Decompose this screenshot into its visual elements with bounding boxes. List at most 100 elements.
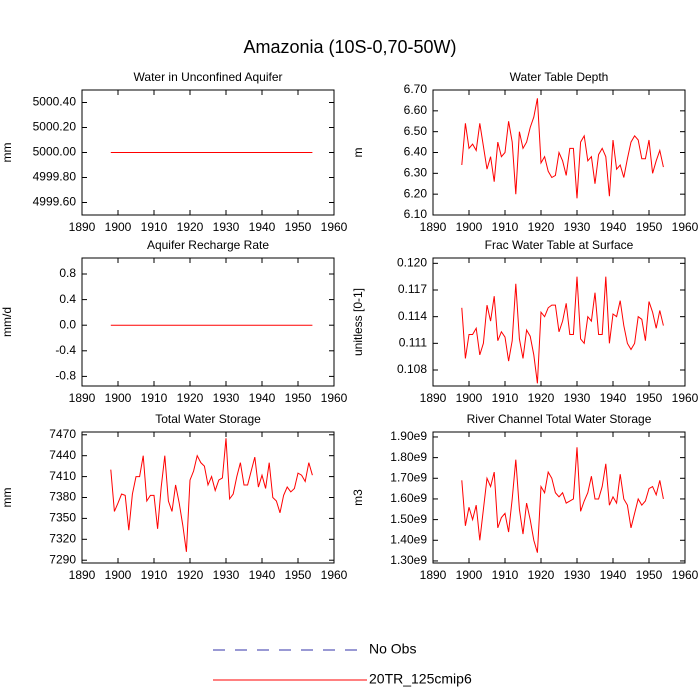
x-tick-label: 1950 (636, 391, 663, 405)
x-tick-label: 1920 (528, 568, 555, 582)
y-tick-label: 0.8 (59, 266, 76, 280)
x-tick-label: 1920 (528, 391, 555, 405)
y-axis-label: mm (0, 488, 14, 508)
x-tick-label: 1940 (249, 391, 276, 405)
x-tick-label: 1890 (420, 220, 447, 234)
x-tick-label: 1910 (492, 220, 519, 234)
x-tick-label: 1900 (105, 220, 132, 234)
y-tick-label: 7350 (49, 511, 76, 525)
y-axis-label: unitless [0-1] (351, 288, 365, 356)
data-line (461, 98, 664, 199)
x-tick-label: 1910 (141, 391, 168, 405)
x-tick-label: 1910 (492, 391, 519, 405)
x-tick-label: 1940 (600, 391, 627, 405)
y-axis-label: mm (0, 143, 14, 163)
panel-title: Total Water Storage (155, 412, 261, 426)
x-tick-label: 1930 (213, 220, 240, 234)
y-tick-label: 5000.00 (33, 145, 77, 159)
y-tick-label: 6.70 (404, 82, 428, 96)
x-tick-label: 1950 (285, 220, 312, 234)
plot-frame (432, 431, 686, 564)
x-tick-label: 1950 (285, 391, 312, 405)
x-tick-label: 1900 (456, 568, 483, 582)
x-tick-label: 1890 (69, 220, 96, 234)
panel-title: Aquifer Recharge Rate (147, 238, 269, 252)
x-tick-label: 1960 (672, 220, 699, 234)
y-tick-label: 7470 (49, 427, 76, 441)
x-tick-label: 1890 (420, 568, 447, 582)
y-tick-label: 7320 (49, 531, 76, 545)
x-tick-label: 1930 (564, 391, 591, 405)
y-tick-label: 0.4 (59, 292, 76, 306)
x-tick-label: 1930 (213, 391, 240, 405)
x-tick-label: 1890 (69, 568, 96, 582)
y-tick-label: 1.90e9 (390, 429, 427, 443)
y-tick-label: -0.4 (55, 343, 76, 357)
x-tick-label: 1950 (285, 568, 312, 582)
y-tick-label: 7290 (49, 552, 76, 566)
y-axis-label: m (351, 148, 365, 158)
x-tick-label: 1940 (249, 568, 276, 582)
x-tick-label: 1920 (528, 220, 555, 234)
x-tick-label: 1960 (672, 568, 699, 582)
x-tick-label: 1960 (321, 568, 348, 582)
x-tick-label: 1920 (177, 220, 204, 234)
plot-frame (81, 257, 335, 387)
y-axis-label: m3 (351, 489, 365, 506)
panel-title: Water in Unconfined Aquifer (134, 70, 283, 84)
y-tick-label: 7410 (49, 469, 76, 483)
x-tick-label: 1900 (456, 391, 483, 405)
x-tick-label: 1940 (600, 220, 627, 234)
page-title: Amazonia (10S-0,70-50W) (243, 37, 456, 57)
y-tick-label: 6.20 (404, 186, 428, 200)
data-line (461, 447, 664, 553)
y-tick-label: 1.40e9 (390, 532, 427, 546)
x-tick-label: 1910 (141, 220, 168, 234)
y-tick-label: 5000.40 (33, 95, 77, 109)
y-tick-label: 6.40 (404, 145, 428, 159)
x-tick-label: 1900 (456, 220, 483, 234)
y-tick-label: 0.117 (398, 282, 427, 296)
y-tick-label: 6.50 (404, 124, 428, 138)
y-tick-label: 7380 (49, 490, 76, 504)
x-tick-label: 1940 (600, 568, 627, 582)
x-tick-label: 1910 (141, 568, 168, 582)
y-tick-label: 0.114 (398, 309, 427, 323)
y-tick-label: 0.120 (397, 256, 427, 270)
y-tick-label: 1.50e9 (390, 512, 427, 526)
y-tick-label: 5000.20 (33, 120, 77, 134)
panel-title: Water Table Depth (510, 70, 609, 84)
y-tick-label: 0.108 (397, 362, 427, 376)
x-tick-label: 1890 (69, 391, 96, 405)
y-tick-label: 0.0 (59, 317, 76, 331)
x-tick-label: 1960 (321, 220, 348, 234)
x-tick-label: 1940 (249, 220, 276, 234)
y-axis-label: mm/d (0, 307, 14, 337)
y-tick-label: -0.8 (55, 369, 76, 383)
y-tick-label: 0.111 (399, 336, 428, 350)
y-tick-label: 1.80e9 (390, 450, 427, 464)
x-tick-label: 1920 (177, 391, 204, 405)
x-tick-label: 1950 (636, 568, 663, 582)
y-tick-label: 1.70e9 (390, 470, 427, 484)
x-tick-label: 1920 (177, 568, 204, 582)
data-line (461, 276, 664, 384)
y-tick-label: 7440 (49, 448, 76, 462)
y-tick-label: 1.60e9 (390, 491, 427, 505)
x-tick-label: 1960 (672, 391, 699, 405)
y-tick-label: 6.60 (404, 103, 428, 117)
y-tick-label: 4999.80 (33, 170, 77, 184)
panel-title: River Channel Total Water Storage (467, 412, 652, 426)
y-tick-label: 6.10 (404, 207, 428, 221)
x-tick-label: 1900 (105, 391, 132, 405)
x-tick-label: 1900 (105, 568, 132, 582)
legend-label: 20TR_125cmip6 (369, 671, 472, 687)
y-tick-label: 1.30e9 (390, 553, 427, 567)
x-tick-label: 1930 (564, 568, 591, 582)
x-tick-label: 1950 (636, 220, 663, 234)
x-tick-label: 1960 (321, 391, 348, 405)
x-tick-label: 1930 (213, 568, 240, 582)
x-tick-label: 1930 (564, 220, 591, 234)
data-line (110, 438, 313, 552)
